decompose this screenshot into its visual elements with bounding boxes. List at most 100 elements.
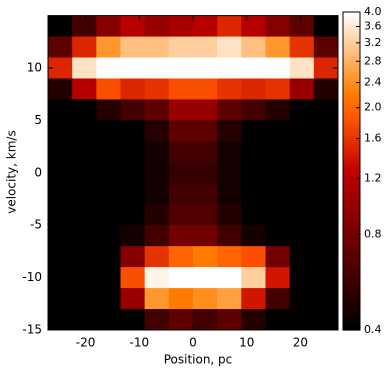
- colorbar: 0.4 0.8 1.2 1.6 2.0 2.4 2.8 3.2 3.6 4.0: [342, 5, 382, 336]
- colorbar-step: [343, 31, 360, 37]
- heatmap-cell: [241, 99, 266, 121]
- heatmap-cell: [217, 225, 242, 247]
- heatmap-cell: [193, 183, 218, 205]
- heatmap-cell: [289, 99, 315, 121]
- colorbar-step: [343, 258, 360, 264]
- colorbar-step: [343, 262, 360, 267]
- heatmap-cell: [241, 57, 266, 79]
- heatmap-cell: [168, 246, 194, 268]
- heatmap-cell: [96, 288, 121, 310]
- heatmap-cell: [72, 309, 97, 331]
- heatmap-cell: [217, 57, 242, 79]
- colorbar-step: [343, 306, 360, 311]
- heatmap-cell: [144, 15, 170, 38]
- heatmap-cell: [168, 204, 194, 226]
- colorbar-step: [343, 99, 360, 105]
- heatmap-cell: [265, 99, 291, 121]
- colorbar-step: [343, 290, 360, 295]
- heatmap-cell: [265, 15, 291, 38]
- heatmap-cell: [313, 204, 339, 226]
- heatmap-cell: [144, 99, 170, 121]
- heatmap-cell: [265, 36, 291, 59]
- heatmap-cell: [289, 162, 315, 184]
- heatmap-cell: [289, 267, 315, 289]
- colorbar-tick-label: 1.6: [364, 132, 382, 145]
- colorbar-frame: [342, 11, 361, 331]
- heatmap-cell: [265, 288, 291, 310]
- heatmap-cell: [72, 57, 97, 79]
- colorbar-step: [343, 302, 360, 307]
- x-tick-label: 10: [239, 336, 254, 350]
- heatmap-cell: [241, 267, 266, 289]
- colorbar-step: [343, 111, 360, 116]
- heatmap-cell: [241, 162, 266, 184]
- heatmap-cell: [265, 204, 291, 226]
- heatmap-cell: [217, 288, 242, 310]
- heatmap-cell: [168, 309, 194, 331]
- colorbar-step: [343, 87, 360, 93]
- heatmap-cell: [313, 162, 339, 184]
- heatmap-cell: [217, 78, 242, 100]
- heatmap-cell: [96, 57, 121, 79]
- heatmap-cell: [96, 183, 121, 205]
- colorbar-step: [343, 178, 360, 184]
- x-tick-label: -10: [129, 336, 149, 350]
- colorbar-step: [343, 218, 360, 224]
- heatmap-cell: [313, 288, 339, 310]
- heatmap-cell: [144, 204, 170, 226]
- heatmap-cell: [48, 57, 73, 79]
- heatmap-cell: [120, 225, 146, 247]
- heatmap-cell: [96, 204, 121, 226]
- heatmap-cell: [289, 246, 315, 268]
- heatmap-cell: [265, 267, 291, 289]
- colorbar-step: [343, 15, 360, 21]
- colorbar-step: [343, 282, 360, 287]
- heatmap-cell: [144, 246, 170, 268]
- colorbar-step: [343, 12, 360, 17]
- heatmap-cell: [168, 57, 194, 79]
- heatmap-cell: [48, 141, 73, 163]
- heatmap-cell: [265, 141, 291, 163]
- heatmap-cell: [144, 183, 170, 205]
- heatmap-cell: [120, 246, 146, 268]
- heatmap-cell: [265, 225, 291, 247]
- heatmap-cell: [313, 267, 339, 289]
- heatmap-cell: [289, 15, 315, 38]
- heatmap-cell: [120, 99, 146, 121]
- heatmap-cell: [241, 288, 266, 310]
- colorbar-step: [343, 151, 360, 156]
- heatmap-cell: [120, 309, 146, 331]
- colorbar-step: [343, 147, 360, 152]
- heatmap-cell: [168, 36, 194, 59]
- heatmap-cell: [168, 141, 194, 163]
- heatmap-cell: [265, 309, 291, 331]
- heatmap-cell: [48, 36, 73, 59]
- colorbar-step: [343, 27, 360, 33]
- colorbar-step: [343, 127, 360, 132]
- y-tick-label: 5: [34, 113, 42, 127]
- colorbar-step: [343, 194, 360, 200]
- heatmap-cell: [96, 141, 121, 163]
- heatmap-cell: [265, 78, 291, 100]
- heatmap-cell: [120, 204, 146, 226]
- heatmap-cell: [289, 309, 315, 331]
- heatmap-cell: [72, 183, 97, 205]
- colorbar-step: [343, 67, 360, 73]
- heatmap-cell: [193, 288, 218, 310]
- colorbar-step: [343, 35, 360, 41]
- heatmap-cell: [217, 183, 242, 205]
- colorbar-step: [343, 214, 360, 220]
- colorbar-step: [343, 55, 360, 61]
- heatmap-cell: [144, 162, 170, 184]
- colorbar-step: [343, 242, 360, 248]
- colorbar-step: [343, 123, 360, 128]
- heatmap-cell: [168, 267, 194, 289]
- heatmap-cell: [144, 267, 170, 289]
- heatmap-cell: [241, 120, 266, 142]
- heatmap-cell: [48, 225, 73, 247]
- colorbar-step: [343, 314, 360, 319]
- heatmap-cell: [313, 57, 339, 79]
- colorbar-step: [343, 171, 360, 176]
- heatmap-cell: [217, 267, 242, 289]
